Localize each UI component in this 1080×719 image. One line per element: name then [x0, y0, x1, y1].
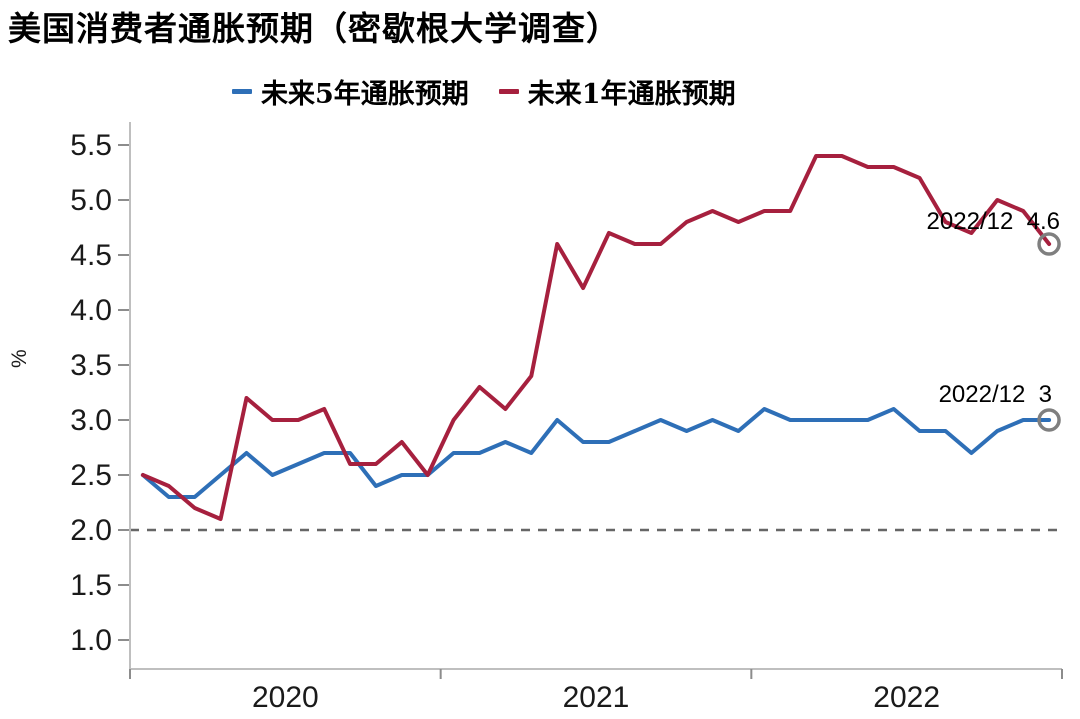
legend: 未来5年通胀预期 未来1年通胀预期	[232, 72, 736, 111]
annotation-1yr-latest: 2022/12 4.6	[926, 208, 1060, 235]
end-marker-0	[1037, 408, 1061, 432]
legend-label-5yr: 未来5年通胀预期	[261, 79, 469, 110]
legend-item-5yr: 未来5年通胀预期	[232, 72, 469, 111]
y-tick-label: 4.0	[70, 294, 112, 327]
y-tick-label: 5.0	[70, 184, 112, 217]
y-tick-label: 5.5	[70, 129, 112, 162]
end-marker-1	[1037, 232, 1061, 256]
y-tick-label: 1.5	[70, 569, 112, 602]
y-tick-label: 4.5	[70, 239, 112, 272]
chart-title: 美国消费者通胀预期（密歇根大学调查）	[8, 9, 620, 48]
legend-item-1yr: 未来1年通胀预期	[498, 72, 736, 111]
series-line-1	[140, 154, 1052, 521]
y-tick-label: 3.5	[70, 349, 112, 382]
legend-swatch-1yr-icon	[498, 89, 519, 94]
annotation-5yr-latest: 2022/12 3	[938, 381, 1052, 408]
y-axis-title: %	[8, 349, 31, 368]
y-tick-label: 1.0	[70, 624, 112, 657]
y-tick-label: 2.5	[70, 459, 112, 492]
x-year-label: 2022	[873, 681, 940, 714]
x-year-label: 2021	[563, 681, 630, 714]
legend-swatch-5yr-icon	[232, 89, 252, 94]
y-tick-label: 3.0	[70, 404, 112, 437]
x-year-label: 2020	[252, 681, 319, 714]
legend-label-1yr: 未来1年通胀预期	[527, 79, 736, 110]
series-line-0	[140, 407, 1052, 499]
y-tick-label: 2.0	[70, 514, 112, 547]
